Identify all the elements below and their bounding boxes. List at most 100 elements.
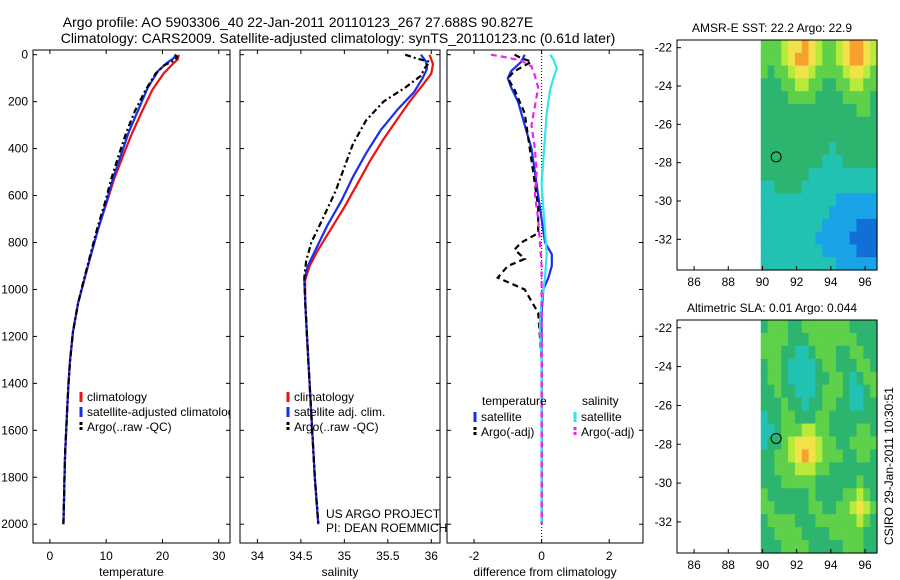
y-tick-label: -26 [655, 117, 673, 131]
legend-label: Argo(..raw -QC) [87, 420, 172, 434]
heatmap-cell [767, 155, 776, 169]
heatmap-cell [781, 78, 789, 92]
heatmap-cell [815, 449, 823, 463]
heatmap-cell [822, 501, 830, 515]
heatmap-cell [788, 527, 796, 541]
heatmap-cell [760, 371, 769, 386]
series-line [490, 53, 543, 525]
heatmap-cell [835, 488, 844, 502]
heatmap-cell [822, 514, 830, 528]
heatmap-cell [829, 244, 837, 258]
heatmap-cell [842, 78, 851, 92]
heatmap-cell [849, 358, 858, 373]
heatmap-cell [774, 231, 782, 246]
y-tick-label: 1200 [1, 329, 28, 343]
heatmap-cell [863, 142, 871, 156]
heatmap-cell [788, 358, 796, 373]
heatmap-cell [863, 40, 871, 54]
heatmap-cell [808, 397, 817, 412]
heatmap-cell [760, 345, 769, 360]
heatmap-cell [849, 52, 858, 67]
heatmap-cell [829, 371, 837, 386]
heatmap-cell [829, 52, 837, 67]
heatmap-cell [767, 103, 776, 118]
heatmap-cell [829, 514, 837, 528]
heatmap-cell [767, 52, 776, 67]
heatmap-cell [788, 332, 796, 347]
y-tick-label: 800 [8, 236, 28, 250]
heatmap-cell [849, 371, 858, 386]
heatmap-cell [767, 231, 776, 246]
heatmap-cell [849, 475, 858, 489]
project-line-1: US ARGO PROJECT [326, 507, 441, 521]
heatmap-cell [788, 501, 796, 515]
heatmap-cell [856, 397, 864, 412]
heatmap-cell [870, 527, 878, 541]
heatmap-cell [781, 345, 789, 360]
heatmap-cell [856, 384, 864, 399]
heatmap-cell [781, 180, 789, 194]
heatmap-cell [815, 527, 823, 541]
heatmap-cell [870, 193, 878, 207]
heatmap-cell [760, 527, 769, 541]
heatmap-cell [815, 332, 823, 347]
legend-label: satellite-adjusted climatology [87, 405, 240, 419]
heatmap-cell [829, 384, 837, 399]
heatmap-cell [815, 488, 823, 502]
y-tick-label: -24 [655, 360, 673, 374]
heatmap-cell [863, 488, 871, 502]
heatmap-cell [781, 206, 789, 220]
heatmap-cell [774, 384, 782, 399]
heatmap-cell [842, 475, 851, 489]
heatmap-cell [856, 103, 864, 118]
heatmap-cell [794, 78, 803, 92]
heatmap-cell [788, 155, 796, 169]
heatmap-cell [815, 358, 823, 373]
heatmap-cell [822, 384, 830, 399]
heatmap-cell [870, 180, 878, 194]
heatmap-cell [870, 475, 878, 489]
heatmap-cell [842, 345, 851, 360]
heatmap-cell [842, 40, 851, 54]
heatmap-cell [808, 52, 817, 67]
heatmap-cell [781, 436, 789, 451]
heatmap-cell [856, 52, 864, 67]
heatmap-cell [849, 345, 858, 360]
heatmap-cell [863, 231, 871, 246]
x-tick-label: 88 [722, 275, 736, 289]
heatmap-cell [835, 410, 844, 425]
heatmap-cell [849, 65, 858, 79]
heatmap-cell [822, 475, 830, 489]
heatmap-cell [829, 540, 837, 554]
heatmap-cell [842, 65, 851, 79]
heatmap-cell [801, 488, 810, 502]
heatmap-cell [849, 142, 858, 156]
heatmap-cell [774, 332, 782, 347]
heatmap-cell [767, 193, 776, 207]
heatmap-cell [870, 142, 878, 156]
heatmap-cell [863, 206, 871, 220]
heatmap-cell [781, 231, 789, 246]
heatmap-cell [822, 332, 830, 347]
heatmap-cell [829, 488, 837, 502]
heatmap-cell [781, 155, 789, 169]
heatmap-cell [794, 384, 803, 399]
heatmap-cell [808, 193, 817, 207]
heatmap-cell [760, 52, 769, 67]
heatmap-cell [808, 540, 817, 554]
heatmap-cell [822, 462, 830, 476]
panel-temperature: 0 200 400 600 800 1000 1200 1400 1600 1800 2000 0 10… [1, 48, 240, 579]
heatmap-cell [822, 193, 830, 207]
y-tick-label: 1800 [1, 470, 28, 484]
heatmap-cell [801, 218, 810, 233]
heatmap-cell [781, 449, 789, 463]
heatmap-cell [781, 129, 789, 143]
heatmap-cell [856, 257, 864, 271]
legend-label: climatology [87, 390, 147, 404]
heatmap-cell [849, 155, 858, 169]
heatmap-cell [767, 142, 776, 156]
heatmap-cell [794, 358, 803, 373]
heatmap-cell [788, 231, 796, 246]
heatmap-cell [863, 167, 871, 182]
heatmap-cell [835, 103, 844, 118]
